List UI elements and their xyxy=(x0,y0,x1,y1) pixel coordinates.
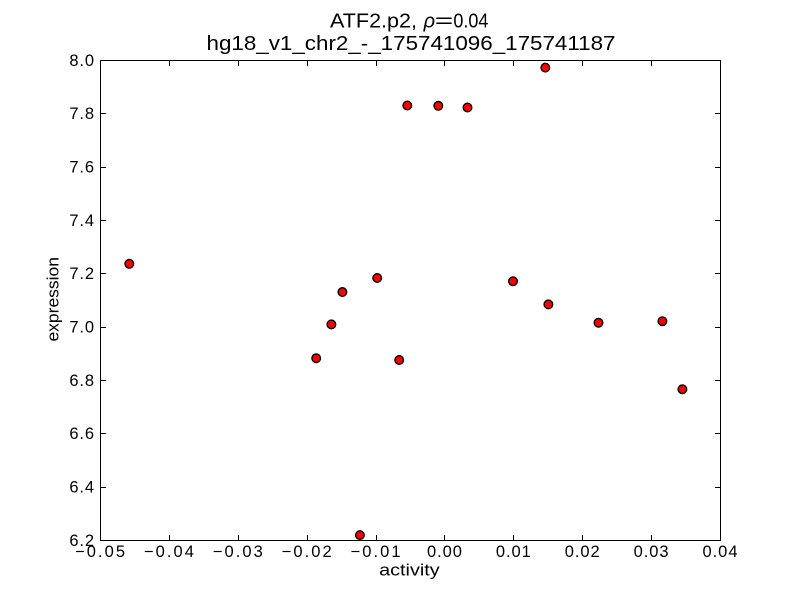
svg-text:ρ: ρ xyxy=(423,11,435,33)
svg-text:7.4: 7.4 xyxy=(69,212,94,230)
svg-text:0.03: 0.03 xyxy=(634,543,669,561)
svg-text:=: = xyxy=(435,11,454,33)
svg-text:−0.04: −0.04 xyxy=(144,543,194,561)
svg-text:6.8: 6.8 xyxy=(69,372,94,390)
svg-text:7.2: 7.2 xyxy=(69,265,94,283)
svg-text:8.0: 8.0 xyxy=(69,52,94,70)
svg-text:7.0: 7.0 xyxy=(69,319,94,337)
svg-text:−0.03: −0.03 xyxy=(213,543,263,561)
svg-text:−0.05: −0.05 xyxy=(75,543,125,561)
svg-text:hg18_v1_chr2_-_175741096_17574: hg18_v1_chr2_-_175741096_175741187 xyxy=(207,33,616,55)
svg-text:7.8: 7.8 xyxy=(69,105,94,123)
svg-text:expression: expression xyxy=(45,257,63,342)
svg-text:activity: activity xyxy=(379,562,440,580)
svg-text:−0.02: −0.02 xyxy=(282,543,332,561)
svg-text:0.04: 0.04 xyxy=(703,543,738,561)
svg-text:0.04: 0.04 xyxy=(453,11,488,33)
svg-text:6.4: 6.4 xyxy=(69,479,94,497)
svg-text:0.02: 0.02 xyxy=(565,543,600,561)
svg-text:0.00: 0.00 xyxy=(427,543,462,561)
svg-text:0.01: 0.01 xyxy=(496,543,531,561)
svg-text:7.6: 7.6 xyxy=(69,159,94,177)
svg-text:−0.01: −0.01 xyxy=(351,543,401,561)
svg-text:6.2: 6.2 xyxy=(69,532,94,550)
svg-text:ATF2.p2,: ATF2.p2, xyxy=(330,11,417,33)
svg-text:6.6: 6.6 xyxy=(69,425,94,443)
